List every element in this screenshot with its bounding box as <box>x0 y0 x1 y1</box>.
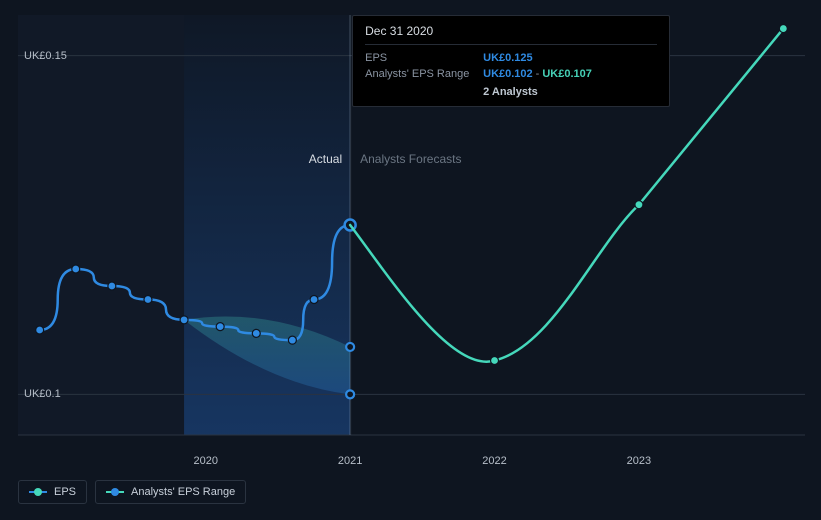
legend-range-icon <box>106 487 124 497</box>
legend-item-eps[interactable]: EPS <box>18 480 87 504</box>
tooltip-date: Dec 31 2020 <box>365 24 657 45</box>
tooltip-eps-key: EPS <box>365 52 483 64</box>
section-label-actual: Actual <box>18 152 342 166</box>
x-tick-label: 2023 <box>627 455 651 467</box>
x-tick-label: 2020 <box>193 455 217 467</box>
tooltip-range-key: Analysts' EPS Range <box>365 68 483 80</box>
chart-tooltip: Dec 31 2020 EPS UK£0.125 Analysts' EPS R… <box>352 15 670 107</box>
legend-eps-icon <box>29 487 47 497</box>
legend-range-label: Analysts' EPS Range <box>131 486 235 498</box>
x-tick-label: 2021 <box>338 455 362 467</box>
tooltip-analysts-count: 2 Analysts <box>365 86 657 98</box>
tooltip-range-value: UK£0.102-UK£0.107 <box>483 68 592 80</box>
y-tick-label: UK£0.15 <box>24 50 67 62</box>
section-label-forecast: Analysts Forecasts <box>360 152 461 166</box>
y-tick-label: UK£0.1 <box>24 388 61 400</box>
tooltip-eps-value: UK£0.125 <box>483 52 533 64</box>
legend-eps-label: EPS <box>54 486 76 498</box>
legend: EPS Analysts' EPS Range <box>18 480 246 504</box>
legend-item-range[interactable]: Analysts' EPS Range <box>95 480 246 504</box>
x-tick-label: 2022 <box>482 455 506 467</box>
